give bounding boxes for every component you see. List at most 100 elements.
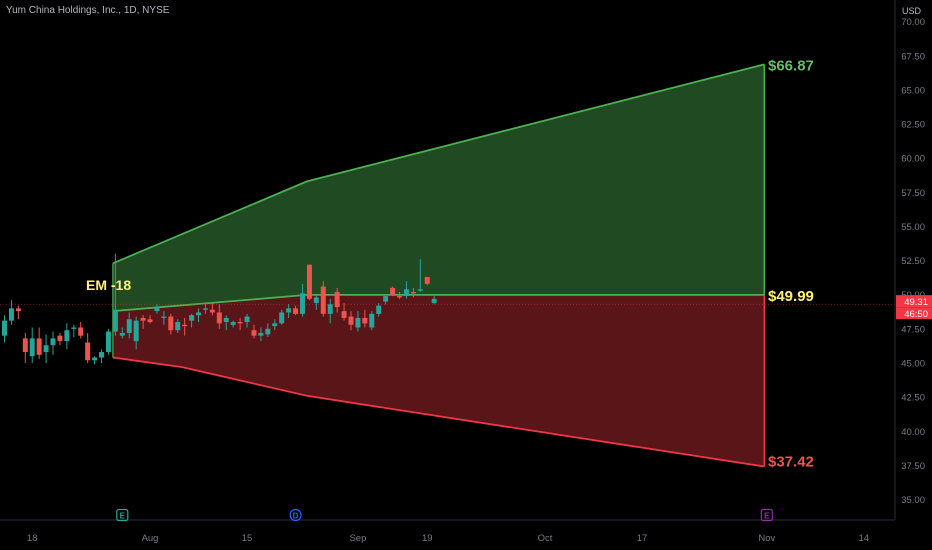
y-tick-label: 42.50 (901, 393, 925, 404)
candle-body (126, 319, 132, 333)
x-tick-label: 14 (859, 533, 870, 544)
candle-body (133, 320, 139, 342)
current-price-tag (896, 295, 932, 308)
lower-target-label: $37.42 (768, 453, 814, 470)
y-tick-label: 70.00 (901, 17, 925, 28)
upper-target-label: $66.87 (768, 57, 814, 74)
candle-body (431, 298, 437, 303)
candle-body (175, 322, 181, 331)
event-marker-letter: E (764, 512, 770, 521)
candle-body (36, 338, 42, 355)
y-tick-label: 62.50 (901, 120, 925, 131)
candle-body (410, 291, 416, 294)
y-tick-label: 52.50 (901, 256, 925, 267)
candle-body (216, 312, 222, 324)
candle-body (320, 286, 326, 314)
countdown-tag (896, 307, 932, 320)
candle-body (22, 338, 28, 353)
upper-expected-move-line (112, 63, 765, 265)
em-label: EM -18 (86, 277, 131, 293)
candle-body (2, 320, 7, 336)
x-tick-label: 19 (422, 533, 433, 544)
candle-body (369, 313, 375, 328)
candle-body (299, 293, 305, 314)
x-tick-label: Sep (349, 533, 366, 544)
candle-body (417, 289, 423, 291)
x-tick-label: 15 (242, 533, 253, 544)
candle-body (279, 312, 285, 324)
candle-body (119, 332, 125, 336)
y-tick-label: 65.00 (901, 85, 925, 96)
candle-body (92, 357, 98, 361)
candle-body (154, 307, 160, 312)
x-tick-label: 17 (637, 533, 648, 544)
y-tick-label: 45.00 (901, 358, 925, 369)
candle-body (424, 276, 430, 284)
candle-body (8, 308, 14, 321)
upper-range-area (112, 64, 765, 312)
x-tick-label: Oct (538, 533, 553, 544)
dividend-marker (289, 508, 302, 522)
candle-body (244, 316, 250, 323)
candle-body (286, 308, 292, 313)
y-tick-label: 67.50 (901, 51, 925, 62)
candle-body (334, 291, 340, 308)
lower-expected-move-line (112, 356, 765, 468)
candle-body (189, 315, 195, 321)
candle-body (390, 287, 396, 295)
x-tick-label: Nov (758, 533, 775, 544)
candle-body (78, 327, 84, 336)
candle-body (230, 322, 236, 325)
candle-body (355, 317, 361, 328)
candle-body (57, 335, 63, 342)
candle-body (348, 316, 354, 325)
candle-body (15, 308, 21, 312)
candle-body (313, 297, 319, 303)
candle-body (341, 311, 347, 318)
earnings-marker (116, 508, 129, 522)
x-tick-label: Aug (142, 533, 159, 544)
candle-body (43, 345, 49, 353)
candle-body (202, 308, 208, 310)
candle-body (147, 319, 153, 323)
candle-body (306, 264, 312, 299)
middle-expected-move-line (112, 293, 765, 312)
y-tick-label: 57.50 (901, 188, 925, 199)
event-marker-letter: D (293, 512, 299, 521)
candle-body (223, 317, 229, 323)
candle-body (258, 332, 264, 336)
candle-body (327, 304, 333, 314)
candle-body (71, 327, 77, 329)
y-tick-label: 40.00 (901, 427, 925, 438)
candle-body (265, 328, 271, 335)
x-tick-label: 18 (27, 533, 38, 544)
middle-target-label: $49.99 (768, 288, 814, 305)
y-tick-label: 37.50 (901, 461, 925, 472)
candle-body (397, 296, 403, 298)
candle-body (168, 316, 174, 331)
candle-body (85, 342, 91, 361)
candle-body (99, 352, 105, 358)
candle-body (140, 317, 146, 321)
candle-body (376, 305, 382, 314)
candle-body (362, 317, 368, 324)
y-tick-label: 35.00 (901, 495, 925, 506)
candle-body (196, 312, 202, 316)
earnings-marker (760, 508, 773, 522)
candle-body (293, 308, 299, 314)
lower-range-area (112, 294, 765, 467)
candle-body (383, 296, 389, 302)
candle-body (272, 323, 278, 327)
candle-body (237, 322, 243, 324)
currency-label: USD (902, 6, 922, 16)
y-tick-label: 55.00 (901, 222, 925, 233)
candle-body (29, 338, 35, 357)
candle-body (209, 309, 215, 313)
candle-body (112, 309, 118, 332)
candle-body (105, 331, 111, 353)
candle-body (161, 316, 167, 318)
candle-body (50, 338, 56, 346)
countdown-tag-text: 46:50 (904, 309, 928, 320)
candle-body (64, 330, 70, 342)
